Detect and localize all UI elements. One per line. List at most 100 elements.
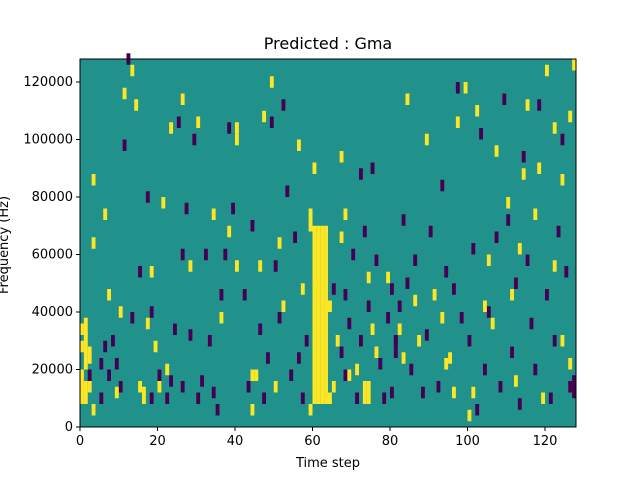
heatmap-cell-low	[510, 346, 514, 358]
heatmap-cell-high	[107, 289, 111, 301]
heatmap-cell-low	[440, 179, 445, 192]
heatmap-cell-low	[231, 202, 235, 215]
x-tick-label: 40	[227, 434, 244, 449]
heatmap-cell-high	[165, 363, 170, 376]
heatmap-cell-high	[91, 237, 96, 249]
heatmap-cell-low	[169, 375, 173, 387]
heatmap-cell-low	[471, 243, 476, 255]
heatmap-cell-high	[506, 197, 511, 209]
heatmap-cell-high	[560, 335, 565, 347]
heatmap-cell-high	[308, 404, 313, 416]
heatmap-cell-high	[312, 225, 317, 404]
heatmap-cell-high	[138, 381, 142, 393]
heatmap-cell-high	[145, 317, 150, 330]
heatmap-cell-low	[413, 254, 418, 266]
heatmap-cell-low	[269, 116, 274, 128]
heatmap-cell-low	[130, 312, 135, 324]
heatmap-cell-high	[258, 260, 263, 272]
heatmap-cell-high	[254, 369, 259, 381]
heatmap-cell-high	[235, 122, 239, 134]
heatmap-cell-low	[533, 363, 538, 376]
heatmap-cell-high	[250, 369, 255, 381]
heatmap-cell-high	[157, 381, 162, 393]
heatmap-cell-low	[281, 99, 286, 111]
heatmap-cell-high	[339, 151, 344, 163]
heatmap-cell-high	[91, 174, 96, 186]
heatmap-cell-high	[514, 375, 518, 387]
heatmap-cell-low	[118, 381, 123, 393]
heatmap-cell-low	[393, 335, 398, 347]
heatmap-cell-high	[467, 409, 472, 422]
heatmap-cell-low	[215, 404, 220, 416]
heatmap-cell-high	[134, 99, 139, 111]
heatmap-cell-low	[300, 392, 305, 404]
heatmap-cell-high	[510, 289, 514, 301]
heatmap-cell-low	[111, 335, 115, 347]
heatmap-cell-high	[80, 389, 84, 404]
heatmap-cell-high	[83, 335, 88, 370]
heatmap-cell-high	[153, 340, 158, 353]
heatmap-cell-low	[366, 300, 371, 312]
heatmap-cell-high	[424, 133, 429, 146]
heatmap-cell-low	[545, 289, 549, 301]
heatmap-cell-high	[324, 225, 328, 404]
heatmap-cell-high	[517, 243, 522, 255]
heatmap-cell-low	[266, 352, 270, 364]
heatmap-cell-low	[99, 392, 104, 404]
heatmap-cell-high	[122, 87, 127, 100]
heatmap-cell-high	[269, 76, 274, 88]
heatmap-cell-high	[281, 300, 286, 312]
x-tick-label: 0	[76, 434, 84, 449]
heatmap-cell-high	[328, 392, 332, 404]
heatmap-cell-low	[483, 363, 487, 376]
heatmap-cell-high	[312, 162, 317, 174]
heatmap-cell-low	[180, 248, 185, 261]
heatmap-cell-low	[246, 381, 251, 393]
heatmap-cell-low	[548, 392, 553, 404]
heatmap-cell-high	[277, 237, 282, 249]
heatmap-cell-high	[405, 93, 410, 105]
heatmap-cell-low	[304, 335, 309, 347]
x-tick-label: 20	[149, 434, 166, 449]
heatmap-cell-low	[521, 151, 526, 163]
heatmap-cell-high	[440, 312, 445, 324]
heatmap-cell-low	[405, 277, 410, 289]
heatmap-cell-high	[417, 335, 421, 347]
heatmap-cell-high	[572, 59, 576, 71]
heatmap-cell-low	[486, 306, 491, 318]
heatmap-cell-low	[347, 317, 352, 330]
heatmap-cell-low	[378, 358, 383, 370]
heatmap-cell-low	[475, 404, 480, 416]
heatmap-cell-high	[161, 197, 166, 209]
heatmap-cell-high	[328, 300, 332, 312]
x-tick-label: 120	[533, 434, 558, 449]
heatmap-cell-high	[343, 208, 348, 220]
x-axis-label: Time step	[295, 456, 360, 471]
heatmap-cell-low	[277, 312, 282, 324]
heatmap-cell-low	[176, 116, 181, 128]
heatmap-cell-low	[421, 386, 425, 399]
heatmap-cell-low	[494, 231, 499, 243]
heatmap-cell-low	[149, 306, 154, 318]
heatmap-cell-high	[262, 110, 266, 123]
heatmap-cell-high	[347, 369, 352, 381]
heatmap-cell-low	[114, 358, 119, 370]
axes: 0 20 40 60 80 100 120 0 20000 40000 60000 80000 1000…	[23, 58, 577, 449]
heatmap-cell-high	[80, 369, 84, 381]
heatmap-cell-high	[80, 340, 84, 353]
heatmap-cell-high	[83, 317, 88, 335]
heatmap-cell-high	[452, 386, 456, 399]
heatmap-cell-low	[525, 254, 530, 266]
heatmap-cell-low	[204, 248, 208, 261]
heatmap-cell-high	[413, 294, 418, 307]
heatmap-cell-low	[390, 386, 394, 399]
heatmap-cell-high	[118, 306, 123, 318]
heatmap-cell-low	[502, 93, 507, 105]
heatmap-cell-high	[397, 323, 402, 335]
heatmap-cell-high	[552, 260, 557, 272]
heatmap-cell-low	[196, 392, 201, 404]
heatmap-cell-low	[149, 392, 154, 404]
heatmap-cell-low	[355, 392, 359, 404]
heatmap-cell-low	[343, 289, 348, 301]
